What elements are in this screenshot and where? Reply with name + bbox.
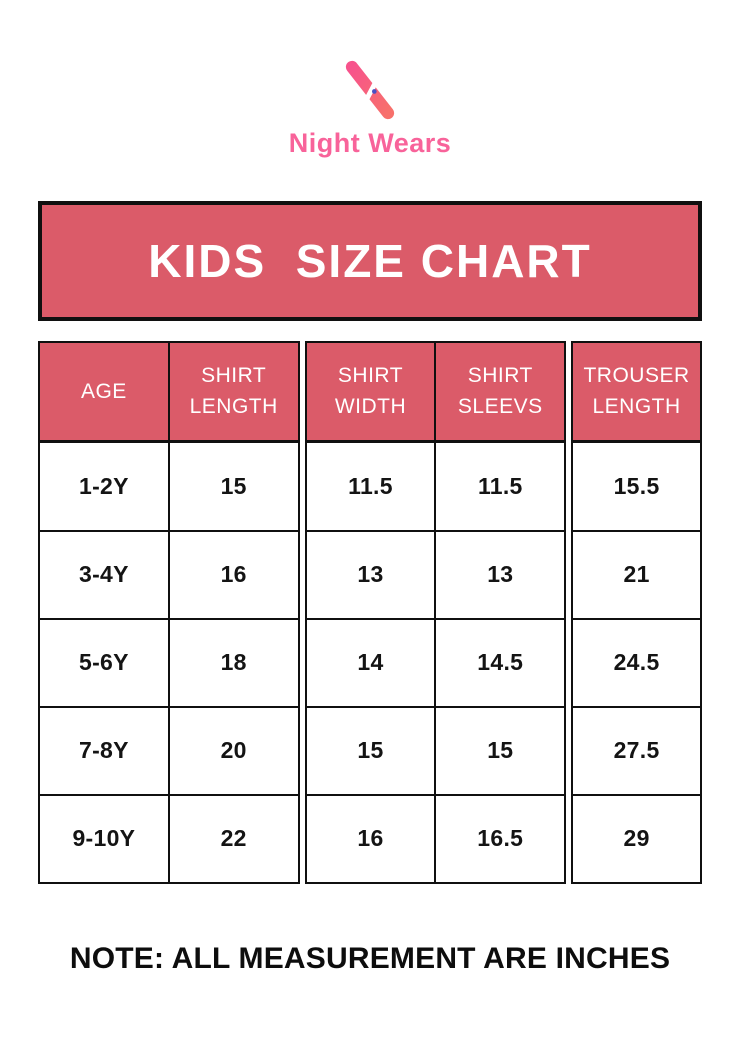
size-cell: 3-4Y	[38, 529, 170, 620]
table-row: 1-2Y 15	[38, 440, 300, 532]
size-table: AGE SHIRT LENGTH 1-2Y 15 3-4Y 16 5-6Y 18 7-8Y 20 9…	[38, 341, 702, 885]
size-cell: 13	[434, 529, 567, 620]
size-cell: 27.5	[571, 705, 702, 796]
table-row: 3-4Y 16	[38, 529, 300, 620]
table-row: 15.5	[571, 440, 702, 532]
size-cell: 15	[304, 705, 437, 796]
logo-accent-dot-icon	[372, 89, 377, 94]
column-header-shirt-length: SHIRT LENGTH	[167, 341, 300, 443]
table-row: 7-8Y 20	[38, 705, 300, 796]
measurement-note: NOTE: ALL MEASUREMENT ARE INCHES	[69, 942, 671, 975]
size-cell: 20	[167, 705, 300, 796]
table-row: 13 13	[304, 529, 567, 620]
size-table-block: AGE SHIRT LENGTH 1-2Y 15 3-4Y 16 5-6Y 18 7-8Y 20 9…	[38, 341, 300, 885]
table-row: 16 16.5	[304, 793, 567, 885]
size-cell: 5-6Y	[38, 617, 170, 708]
column-header-trouser-length: TROUSER LENGTH	[571, 341, 702, 443]
size-cell: 24.5	[571, 617, 702, 708]
size-cell: 15.5	[571, 440, 702, 532]
table-row: 14 14.5	[304, 617, 567, 708]
table-row: 9-10Y 22	[38, 793, 300, 885]
size-cell: 16	[167, 529, 300, 620]
size-cell: 9-10Y	[38, 793, 170, 885]
size-table-block: SHIRT WIDTH SHIRT SLEEVS 11.5 11.5 13 13 14 14.…	[304, 341, 567, 885]
size-cell: 11.5	[434, 440, 567, 532]
size-cell: 18	[167, 617, 300, 708]
table-row: 29	[571, 793, 702, 885]
brand-logo: Night Wears	[0, 0, 740, 159]
size-cell: 21	[571, 529, 702, 620]
brand-name: Night Wears	[288, 128, 452, 158]
size-cell: 1-2Y	[38, 440, 170, 532]
size-cell: 15	[167, 440, 300, 532]
column-header-shirt-sleevs: SHIRT SLEEVS	[434, 341, 567, 443]
table-row: 11.5 11.5	[304, 440, 567, 532]
size-cell: 7-8Y	[38, 705, 170, 796]
n-monogram-icon	[345, 60, 395, 120]
table-row: 21	[571, 529, 702, 620]
table-row: 24.5	[571, 617, 702, 708]
column-header-age: AGE	[38, 341, 170, 443]
size-cell: 14	[304, 617, 437, 708]
table-row: 27.5	[571, 705, 702, 796]
size-cell: 16.5	[434, 793, 567, 885]
column-header-shirt-width: SHIRT WIDTH	[304, 341, 437, 443]
size-cell: 29	[571, 793, 702, 885]
table-row: 15 15	[304, 705, 567, 796]
size-chart-banner: KIDS SIZE CHART	[38, 201, 702, 321]
size-cell: 13	[304, 529, 437, 620]
size-cell: 15	[434, 705, 567, 796]
table-row: 5-6Y 18	[38, 617, 300, 708]
size-cell: 14.5	[434, 617, 567, 708]
size-cell: 11.5	[304, 440, 437, 532]
size-chart-title: KIDS SIZE CHART	[148, 235, 592, 287]
size-table-block: TROUSER LENGTH 15.5 21 24.5 27.5 29	[571, 341, 702, 885]
size-cell: 16	[304, 793, 437, 885]
size-cell: 22	[167, 793, 300, 885]
